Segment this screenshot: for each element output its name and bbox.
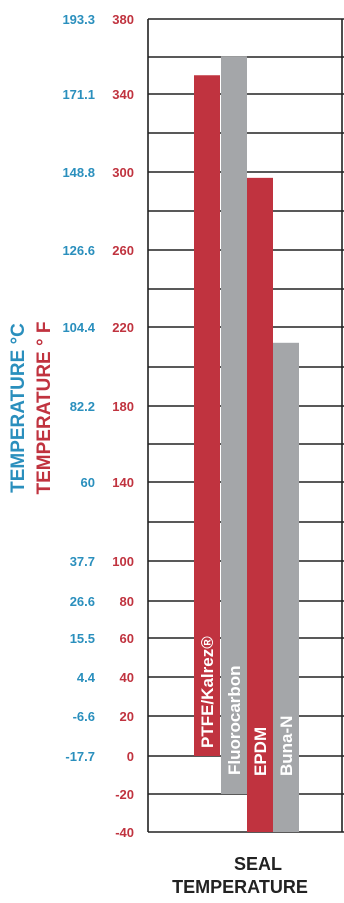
bar-label: Buna-N	[277, 716, 296, 776]
bar-buna-n	[273, 342, 299, 832]
tick-label-fahrenheit: 40	[120, 670, 134, 685]
tick-label-celsius: 82.2	[70, 399, 95, 414]
tick-label-fahrenheit: 180	[112, 399, 134, 414]
tick-label-fahrenheit: 140	[112, 475, 134, 490]
tick-label-celsius: 15.5	[70, 631, 95, 646]
bar-label: EPDM	[251, 727, 270, 776]
bar-ptfe-kalrez	[194, 75, 220, 756]
bar-label: Fluorocarbon	[225, 665, 244, 775]
tick-label-celsius: 104.4	[62, 320, 95, 335]
tick-label-fahrenheit: 340	[112, 87, 134, 102]
tick-label-celsius: 4.4	[77, 670, 96, 685]
tick-label-fahrenheit: 0	[127, 749, 134, 764]
tick-label-celsius: 26.6	[70, 594, 95, 609]
tick-label-celsius: 171.1	[62, 87, 95, 102]
tick-label-celsius: 37.7	[70, 554, 95, 569]
tick-label-fahrenheit: 260	[112, 243, 134, 258]
tick-label-fahrenheit: -40	[115, 825, 134, 840]
tick-label-fahrenheit: 300	[112, 165, 134, 180]
tick-label-fahrenheit: 80	[120, 594, 134, 609]
bar-epdm	[247, 177, 273, 833]
tick-label-fahrenheit: 380	[112, 12, 134, 27]
x-axis-title-line1: SEAL	[234, 854, 282, 874]
tick-label-celsius: 148.8	[62, 165, 95, 180]
bar-fluorocarbon	[221, 56, 247, 794]
tick-label-fahrenheit: 100	[112, 554, 134, 569]
x-axis-title-line2: TEMPERATURE	[172, 877, 308, 897]
tick-label-fahrenheit: 60	[120, 631, 134, 646]
tick-label-fahrenheit: -20	[115, 787, 134, 802]
y-axis-label-celsius: TEMPERATURE °C	[8, 323, 29, 493]
y-axis-label-fahrenheit: TEMPERATURE ° F	[34, 322, 55, 495]
tick-label-fahrenheit: 20	[120, 709, 134, 724]
tick-label-fahrenheit: 220	[112, 320, 134, 335]
tick-label-celsius: 60	[81, 475, 95, 490]
bar-label: PTFE/Kalrez®	[198, 636, 217, 748]
tick-label-celsius: -17.7	[65, 749, 95, 764]
tick-label-celsius: 126.6	[62, 243, 95, 258]
tick-label-celsius: 193.3	[62, 12, 95, 27]
tick-label-celsius: -6.6	[73, 709, 95, 724]
